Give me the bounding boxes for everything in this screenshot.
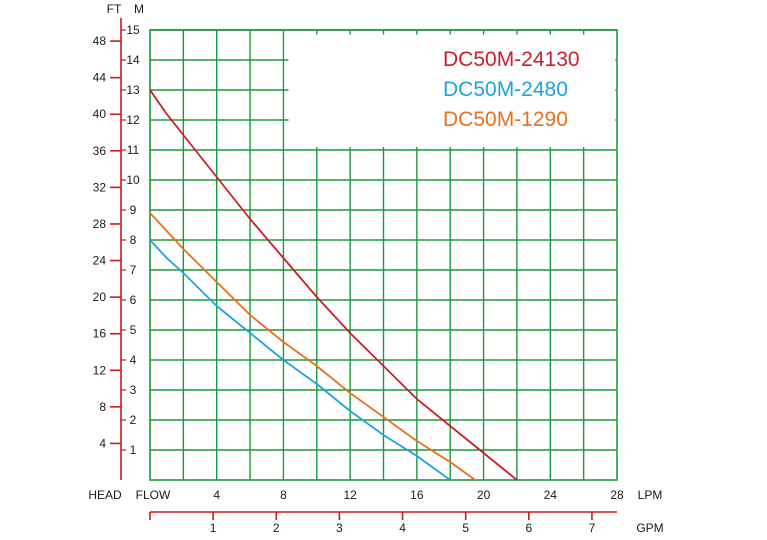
legend-entry: DC50M-1290 <box>443 108 568 131</box>
ft-tick-label: 36 <box>93 144 107 158</box>
gpm-tick-label: 6 <box>525 521 532 535</box>
head-label: HEAD <box>88 488 122 502</box>
ft-tick-label: 44 <box>93 71 107 85</box>
gpm-axis-title: GPM <box>636 521 663 535</box>
ft-tick-label: 8 <box>99 400 106 414</box>
m-tick-label: 12 <box>126 113 140 127</box>
gpm-tick-label: 2 <box>273 521 280 535</box>
series-line-dc50m-2480 <box>149 239 451 481</box>
m-tick-label: 11 <box>127 143 140 157</box>
m-tick-label: 5 <box>130 323 137 337</box>
ft-tick-label: 24 <box>93 254 107 268</box>
ft-tick-label: 20 <box>93 290 107 304</box>
ft-tick-label: 12 <box>93 363 107 377</box>
gpm-tick-label: 7 <box>589 521 596 535</box>
legend: DC50M-24130 DC50M-2480 DC50M-1290 <box>288 34 616 147</box>
m-tick-label: 9 <box>130 203 137 217</box>
m-tick-label: 14 <box>126 53 140 67</box>
flow-label: FLOW <box>136 488 171 502</box>
lpm-tick-label: 8 <box>280 488 287 502</box>
series-layer <box>149 89 518 481</box>
gpm-tick-label: 3 <box>336 521 343 535</box>
series-line-dc50m-24130 <box>149 89 518 481</box>
legend-panel <box>288 34 616 147</box>
m-tick-label: 2 <box>130 413 137 427</box>
ft-tick-label: 40 <box>93 107 107 121</box>
m-tick-label: 6 <box>130 293 137 307</box>
axis-layer: 4812162024283236404448123456789101112131… <box>88 2 663 535</box>
m-tick-label: 7 <box>130 263 137 277</box>
gpm-tick-label: 4 <box>399 521 406 535</box>
m-tick-label: 10 <box>126 173 140 187</box>
legend-entry: DC50M-2480 <box>443 78 568 101</box>
m-tick-label: 3 <box>130 383 137 397</box>
lpm-tick-label: 12 <box>343 488 357 502</box>
gpm-tick-label: 5 <box>462 521 469 535</box>
m-axis-title: M <box>134 2 144 16</box>
m-tick-label: 15 <box>126 23 140 37</box>
ft-tick-label: 28 <box>93 217 107 231</box>
ft-tick-label: 48 <box>93 34 107 48</box>
lpm-axis-title: LPM <box>638 488 663 502</box>
ft-tick-label: 32 <box>93 180 107 194</box>
series-line-dc50m-1290 <box>149 212 476 481</box>
lpm-tick-label: 4 <box>213 488 220 502</box>
legend-entry: DC50M-24130 <box>443 48 580 71</box>
lpm-tick-label: 16 <box>410 488 424 502</box>
lpm-tick-label: 20 <box>477 488 491 502</box>
m-tick-label: 1 <box>130 443 137 457</box>
ft-axis-title: FT <box>107 2 122 16</box>
ft-tick-label: 4 <box>99 436 106 450</box>
gpm-tick-label: 1 <box>210 521 217 535</box>
ft-tick-label: 16 <box>93 327 107 341</box>
m-tick-label: 13 <box>126 83 140 97</box>
m-tick-label: 8 <box>130 233 137 247</box>
lpm-tick-label: 24 <box>544 488 558 502</box>
lpm-tick-label: 28 <box>610 488 624 502</box>
m-tick-label: 4 <box>130 353 137 367</box>
